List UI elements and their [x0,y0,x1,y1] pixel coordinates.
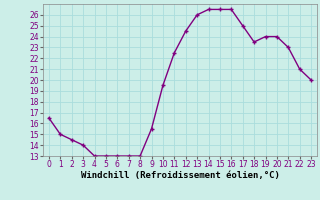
X-axis label: Windchill (Refroidissement éolien,°C): Windchill (Refroidissement éolien,°C) [81,171,279,180]
